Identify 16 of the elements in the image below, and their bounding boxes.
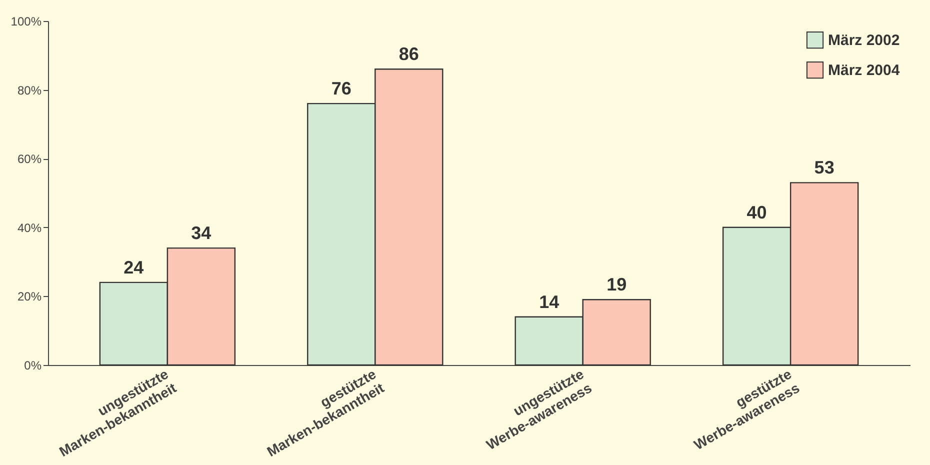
y-tick-label: 100% <box>10 14 42 28</box>
legend-label: März 2002 <box>828 32 900 49</box>
y-tick-label: 80% <box>17 83 42 98</box>
data-label: 53 <box>814 158 834 178</box>
data-label: 76 <box>331 78 352 99</box>
legend-label: März 2004 <box>828 62 900 79</box>
data-label: 34 <box>191 223 212 244</box>
y-tick-label: 40% <box>17 220 42 235</box>
y-tick-label: 0% <box>24 358 42 372</box>
data-label: 14 <box>539 292 560 312</box>
data-label: 24 <box>124 257 144 278</box>
data-label: 40 <box>746 202 767 222</box>
data-label: 86 <box>398 44 419 64</box>
data-label: 19 <box>606 274 627 295</box>
y-tick-label: 60% <box>17 152 42 166</box>
y-tick-label: 20% <box>17 290 42 304</box>
